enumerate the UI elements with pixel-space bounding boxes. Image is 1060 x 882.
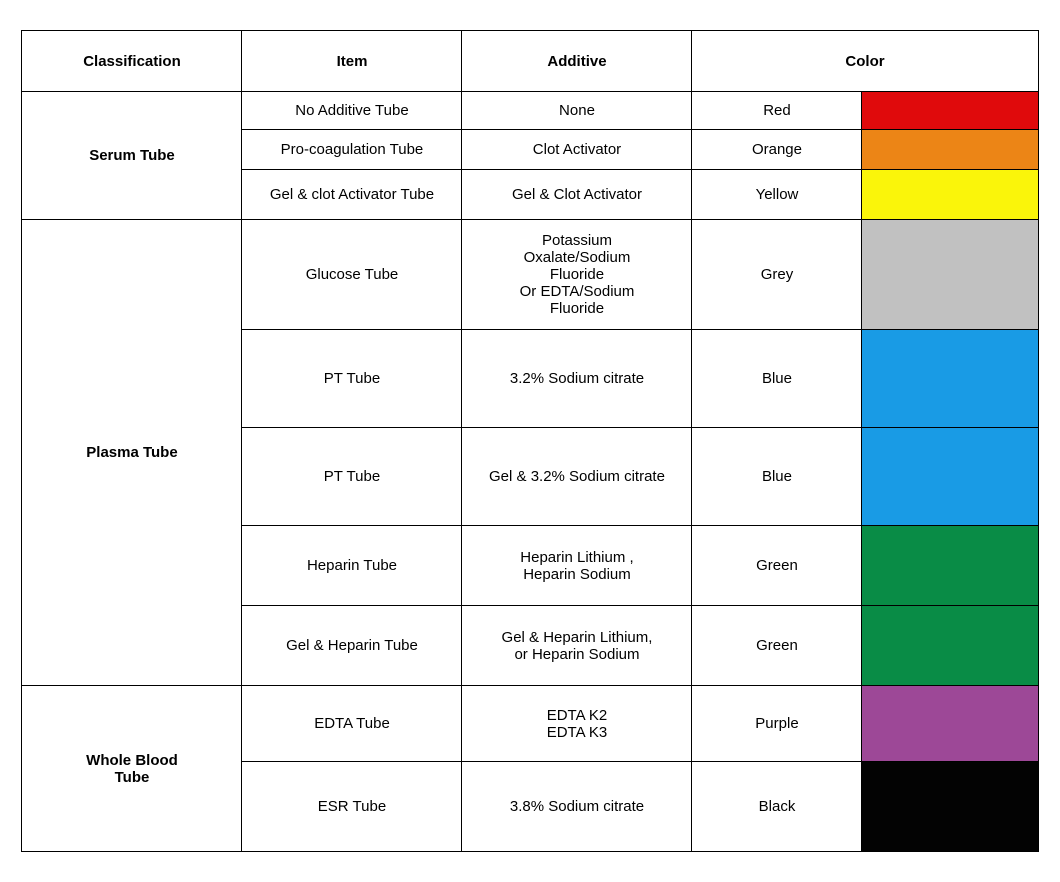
color-name-cell: Purple <box>692 686 862 762</box>
additive-cell: Clot Activator <box>462 130 692 170</box>
color-swatch-cell <box>862 130 1038 170</box>
color-name-cell: Orange <box>692 130 862 170</box>
tube-classification-table: Classification Item Additive Color Serum… <box>21 30 1038 852</box>
color-name-cell: Black <box>692 762 862 852</box>
color-name-cell: Red <box>692 92 862 130</box>
table-row: Plasma TubeGlucose TubePotassiumOxalate/… <box>22 220 1038 330</box>
additive-cell: PotassiumOxalate/SodiumFluorideOr EDTA/S… <box>462 220 692 330</box>
color-swatch-cell <box>862 330 1038 428</box>
item-cell: Glucose Tube <box>242 220 462 330</box>
additive-cell: Gel & Clot Activator <box>462 170 692 220</box>
color-name-cell: Blue <box>692 330 862 428</box>
additive-cell: None <box>462 92 692 130</box>
header-color: Color <box>692 31 1038 92</box>
color-name-cell: Grey <box>692 220 862 330</box>
color-name-cell: Green <box>692 606 862 686</box>
item-cell: Gel & clot Activator Tube <box>242 170 462 220</box>
additive-cell: 3.2% Sodium citrate <box>462 330 692 428</box>
classification-cell: Whole BloodTube <box>22 686 242 852</box>
item-cell: Heparin Tube <box>242 526 462 606</box>
additive-cell: Gel & Heparin Lithium,or Heparin Sodium <box>462 606 692 686</box>
color-swatch-cell <box>862 220 1038 330</box>
classification-cell: Serum Tube <box>22 92 242 220</box>
color-name-cell: Blue <box>692 428 862 526</box>
item-cell: PT Tube <box>242 330 462 428</box>
item-cell: Pro-coagulation Tube <box>242 130 462 170</box>
header-row: Classification Item Additive Color <box>22 31 1038 92</box>
item-cell: PT Tube <box>242 428 462 526</box>
additive-cell: Gel & 3.2% Sodium citrate <box>462 428 692 526</box>
color-name-cell: Green <box>692 526 862 606</box>
header-additive: Additive <box>462 31 692 92</box>
color-swatch-cell <box>862 428 1038 526</box>
table-row: Whole BloodTubeEDTA TubeEDTA K2EDTA K3Pu… <box>22 686 1038 762</box>
color-swatch-cell <box>862 686 1038 762</box>
color-swatch-cell <box>862 762 1038 852</box>
item-cell: No Additive Tube <box>242 92 462 130</box>
item-cell: ESR Tube <box>242 762 462 852</box>
header-item: Item <box>242 31 462 92</box>
table-row: Serum TubeNo Additive TubeNoneRed <box>22 92 1038 130</box>
additive-cell: Heparin Lithium ,Heparin Sodium <box>462 526 692 606</box>
item-cell: EDTA Tube <box>242 686 462 762</box>
item-cell: Gel & Heparin Tube <box>242 606 462 686</box>
additive-cell: EDTA K2EDTA K3 <box>462 686 692 762</box>
classification-cell: Plasma Tube <box>22 220 242 686</box>
color-swatch-cell <box>862 526 1038 606</box>
color-name-cell: Yellow <box>692 170 862 220</box>
header-classification: Classification <box>22 31 242 92</box>
color-swatch-cell <box>862 170 1038 220</box>
additive-cell: 3.8% Sodium citrate <box>462 762 692 852</box>
color-swatch-cell <box>862 92 1038 130</box>
color-swatch-cell <box>862 606 1038 686</box>
